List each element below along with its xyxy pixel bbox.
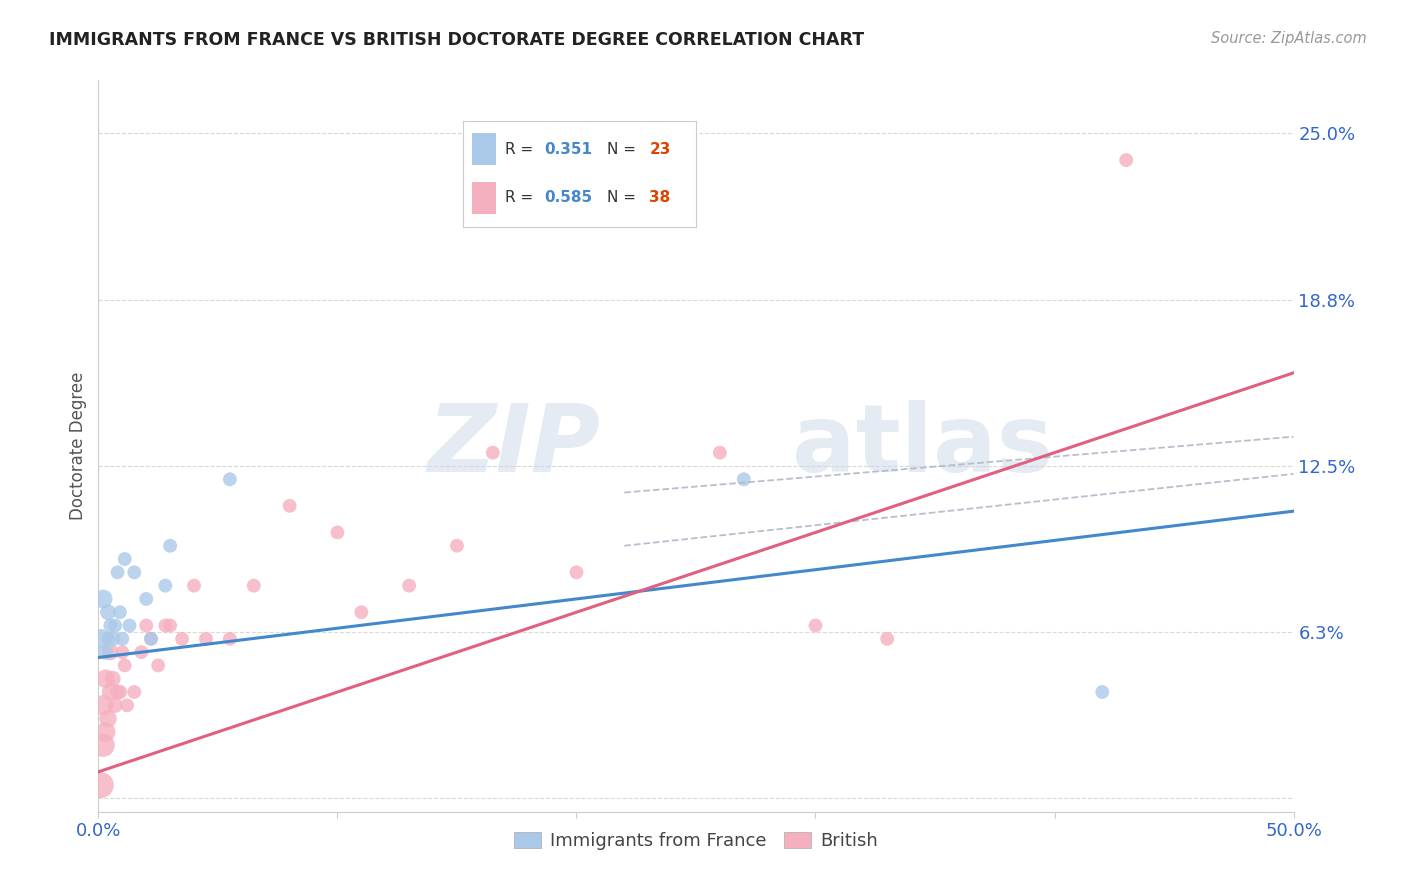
Point <box>350 605 373 619</box>
Point <box>107 685 129 699</box>
Y-axis label: Doctorate Degree: Doctorate Degree <box>69 372 87 520</box>
Point <box>91 591 114 606</box>
Point <box>139 632 162 646</box>
Text: atlas: atlas <box>792 400 1053 492</box>
Point <box>733 472 755 486</box>
Point <box>1091 685 1114 699</box>
Point <box>104 698 127 713</box>
Point <box>155 618 177 632</box>
Text: IMMIGRANTS FROM FRANCE VS BRITISH DOCTORATE DEGREE CORRELATION CHART: IMMIGRANTS FROM FRANCE VS BRITISH DOCTOR… <box>49 31 865 49</box>
Point <box>446 539 468 553</box>
Point <box>94 725 117 739</box>
Point <box>114 658 136 673</box>
Point <box>135 591 157 606</box>
Point <box>94 645 117 659</box>
Point <box>111 632 134 646</box>
Point <box>219 632 242 646</box>
Point <box>565 566 588 580</box>
Point <box>98 618 122 632</box>
Legend: Immigrants from France, British: Immigrants from France, British <box>506 825 886 857</box>
Point <box>97 605 120 619</box>
Point <box>90 632 112 646</box>
Point <box>101 672 124 686</box>
Point <box>243 579 266 593</box>
Point <box>139 632 162 646</box>
Point <box>1115 153 1137 167</box>
Point <box>278 499 301 513</box>
Point <box>124 685 146 699</box>
Point <box>124 566 146 580</box>
Point <box>326 525 349 540</box>
Point <box>709 445 731 459</box>
Point <box>804 618 827 632</box>
Point <box>91 738 114 752</box>
Point <box>101 632 124 646</box>
Point <box>94 672 117 686</box>
Point <box>155 579 177 593</box>
Text: Source: ZipAtlas.com: Source: ZipAtlas.com <box>1211 31 1367 46</box>
Point <box>135 618 157 632</box>
Point <box>115 698 138 713</box>
Point <box>111 645 134 659</box>
Point <box>104 618 127 632</box>
Point <box>91 698 114 713</box>
Point <box>114 552 136 566</box>
Point <box>148 658 170 673</box>
Point <box>159 618 181 632</box>
Point <box>98 645 122 659</box>
Point <box>97 632 120 646</box>
Point <box>131 645 153 659</box>
Text: ZIP: ZIP <box>427 400 600 492</box>
Point <box>398 579 420 593</box>
Point <box>108 605 131 619</box>
Point <box>172 632 194 646</box>
Point <box>159 539 181 553</box>
Point <box>118 618 141 632</box>
Point <box>98 685 122 699</box>
Point <box>97 712 120 726</box>
Point <box>108 685 131 699</box>
Point <box>481 445 505 459</box>
Point <box>195 632 218 646</box>
Point <box>219 472 242 486</box>
Point <box>876 632 898 646</box>
Point <box>183 579 205 593</box>
Point <box>107 566 129 580</box>
Point <box>90 778 112 792</box>
